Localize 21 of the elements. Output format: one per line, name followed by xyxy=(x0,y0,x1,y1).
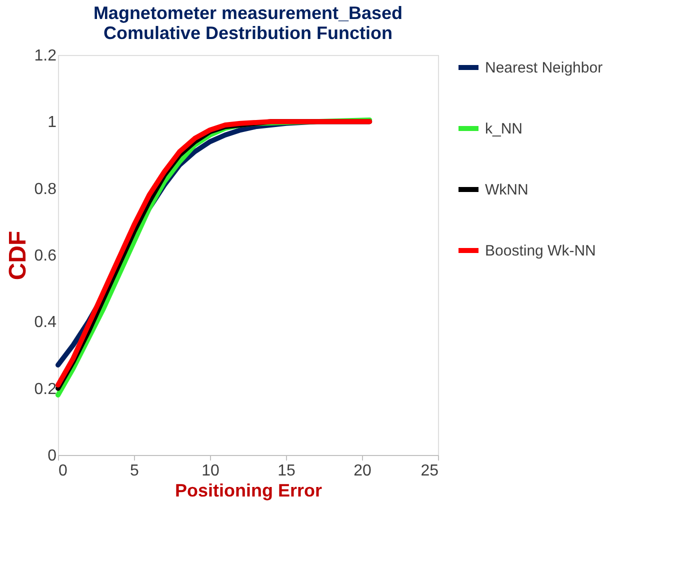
x-axis-title: Positioning Error xyxy=(174,480,322,500)
y-tick-label: 0 xyxy=(48,448,57,464)
y-tick-label: 0.2 xyxy=(34,380,57,398)
y-axis-title: CDF xyxy=(4,230,32,280)
x-tick-label: 15 xyxy=(278,462,296,480)
text: Comulative Destribution Function xyxy=(103,23,393,43)
y-tick-label: 0.4 xyxy=(34,314,57,332)
legend-label: WkNN xyxy=(485,182,528,198)
x-tick-label: 0 xyxy=(58,462,68,480)
x-tick-label: 10 xyxy=(202,462,220,480)
y-tick-label: 1.2 xyxy=(34,48,57,64)
y-tick-label: 1 xyxy=(48,114,57,132)
y-tick-label: 0.6 xyxy=(34,248,57,264)
legend-label: Nearest Neighbor xyxy=(485,60,603,76)
y-tick-label: 0.8 xyxy=(34,180,57,198)
x-tick-label: 5 xyxy=(130,462,140,480)
legend-label: Boosting Wk-NN xyxy=(485,242,596,260)
legend-label: k_NN xyxy=(485,120,523,138)
x-tick-label: 25 xyxy=(420,462,439,480)
x-tick-label: 20 xyxy=(354,462,372,480)
text: Magnetometer measurement_Based xyxy=(93,3,403,23)
